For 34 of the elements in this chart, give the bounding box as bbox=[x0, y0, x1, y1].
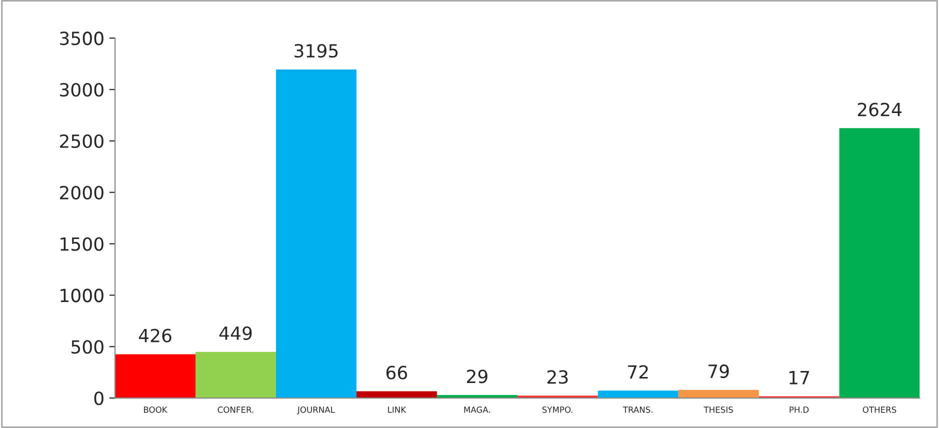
y-tick-label: 1000 bbox=[60, 288, 104, 302]
data-label: 23 bbox=[547, 370, 568, 384]
x-tick-label: OTHERS bbox=[862, 406, 896, 413]
y-tick-label: 2500 bbox=[60, 134, 104, 148]
y-tick-label: 3500 bbox=[60, 32, 104, 46]
x-tick-label: CONFER. bbox=[218, 406, 254, 413]
data-label: 29 bbox=[466, 370, 488, 384]
data-label: 72 bbox=[628, 365, 648, 379]
bar bbox=[196, 352, 276, 398]
x-tick-label: LINK bbox=[388, 406, 406, 413]
y-tick-label: 2000 bbox=[60, 186, 104, 200]
x-tick-label: TRANS. bbox=[622, 406, 652, 413]
x-tick-label: BOOK bbox=[144, 406, 168, 413]
x-tick-label: MAGA. bbox=[464, 406, 490, 413]
data-label: 17 bbox=[790, 371, 809, 384]
data-label: 3195 bbox=[294, 44, 338, 58]
data-label: 66 bbox=[386, 366, 408, 380]
y-tick-label: 3000 bbox=[60, 82, 104, 97]
bar bbox=[598, 390, 678, 398]
data-label: 426 bbox=[138, 328, 172, 342]
x-tick-label: PH.D bbox=[790, 406, 809, 413]
x-tick-label: THESIS bbox=[704, 406, 733, 413]
bar bbox=[678, 390, 759, 398]
data-label: 449 bbox=[219, 326, 252, 340]
data-label: 79 bbox=[708, 364, 729, 378]
x-tick-label: SYMPO. bbox=[542, 406, 572, 413]
x-tick-label: JOURNAL bbox=[297, 406, 335, 414]
bar bbox=[115, 354, 196, 398]
bar bbox=[276, 69, 356, 398]
y-tick-label: 1500 bbox=[60, 237, 104, 251]
data-label: 2624 bbox=[858, 102, 902, 116]
y-tick-label: 500 bbox=[72, 340, 104, 354]
y-tick-label: 0 bbox=[94, 392, 104, 406]
bar bbox=[839, 128, 920, 398]
